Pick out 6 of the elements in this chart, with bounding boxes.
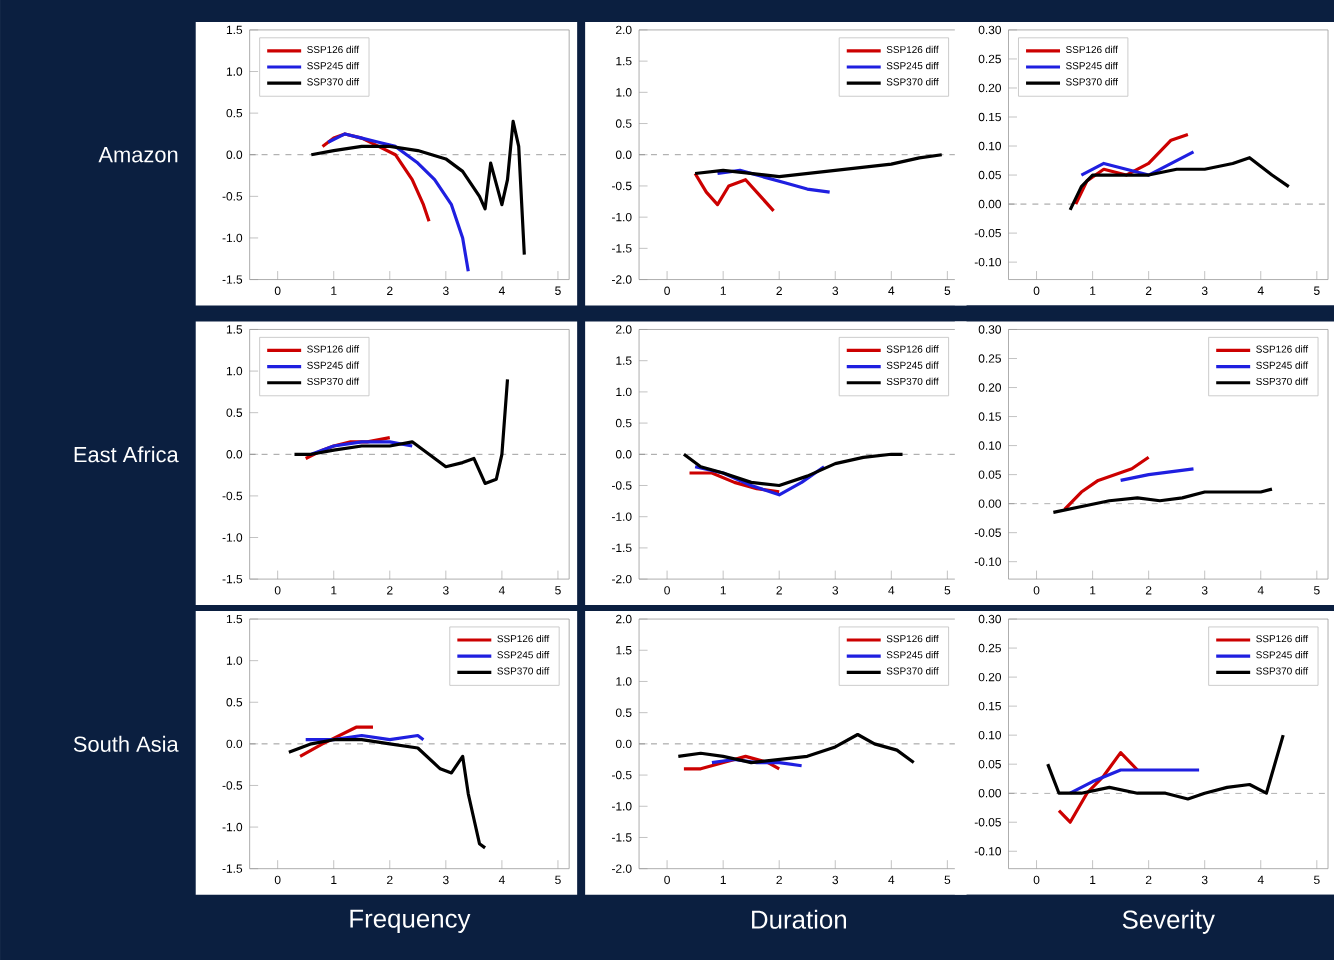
y-axis-title: Amazon bbox=[98, 146, 178, 163]
x-axis-title: Frequency bbox=[350, 909, 471, 933]
x-axis-title: Duration bbox=[752, 909, 846, 929]
x-axis-title: Severity bbox=[1122, 909, 1215, 934]
y-axis-title: East Africa bbox=[74, 446, 179, 463]
y-axis-title: South Asia bbox=[73, 735, 179, 752]
